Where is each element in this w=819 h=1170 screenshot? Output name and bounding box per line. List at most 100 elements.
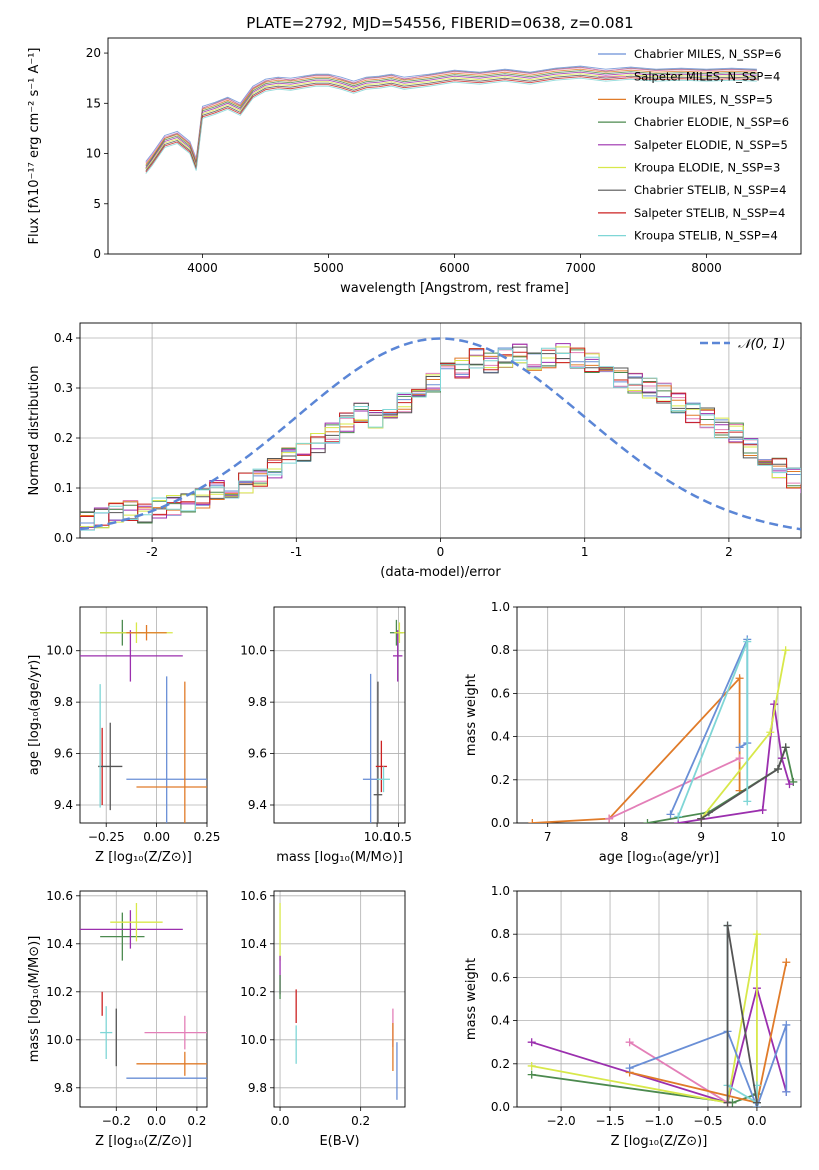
error-cross [80,630,183,682]
weight-point-marker [527,1070,536,1079]
age-vs-Z-axes: −0.25 0.00 0.25 9.4 9.6 9.8 10.0 Z [log₁₀(Z/Z⊙)… [27,606,221,865]
y-tick-label: 9.8 [248,1081,267,1095]
x-axis-label: Z [log₁₀(Z/Z⊙)] [611,1134,708,1149]
histogram-step-line [80,343,801,528]
error-cross [373,681,383,823]
error-cross [80,910,183,949]
weight-point-marker [752,930,761,939]
weight-point-marker [723,921,732,930]
weight-point-marker [781,646,790,655]
y-tick-label: 10.0 [46,644,73,658]
legend-entry: Kroupa STELIB, N_SSP=4 [634,229,778,243]
x-tick-label: −2.0 [546,1114,575,1128]
x-axis-label: (data-model)/error [380,565,501,580]
weight-point-marker [527,1061,536,1070]
weight-point-marker [752,1098,761,1107]
x-tick-label: 4000 [187,261,218,275]
plot-frame [516,606,802,824]
mass-vs-ebv-marks [279,903,398,1100]
weight-point-marker [773,765,782,773]
weight-point-marker [527,1038,536,1047]
y-tick-label: 0.4 [54,331,73,345]
y-tick-label: 0.1 [54,481,73,495]
weight-point-marker [782,1087,791,1096]
y-tick-label: 0.0 [491,1100,510,1114]
plot-frame [107,37,802,255]
weight-point-marker [743,637,752,646]
y-tick-label: 10.2 [240,985,267,999]
x-tick-label: −0.5 [693,1114,722,1128]
weight-point-marker [723,1098,732,1107]
weight-point-marker [785,780,794,789]
mass-vs-Z-axes: −0.2 0.0 0.2 9.8 10.0 10.2 10.4 10.6 Z [log₁₀(Z/… [27,889,208,1149]
y-tick-label: 9.4 [54,798,73,812]
legend-entry: Chabrier ELODIE, N_SSP=6 [634,115,789,129]
legend-entry: Salpeter STELIB, N_SSP=4 [634,206,785,220]
legend-entry: Kroupa ELODIE, N_SSP=3 [634,161,780,175]
y-tick-label: 0.8 [491,927,510,941]
y-tick-label: 0.4 [491,730,510,744]
weight-vs-Z-marks [527,921,791,1107]
normal-curve-line [80,337,801,531]
error-cross [136,681,207,823]
weight-line [647,744,795,823]
x-axis-label: age [log₁₀(age/yr)] [599,850,720,865]
weight-point-marker [735,674,744,683]
error-cross [394,622,405,643]
y-axis-label: Flux [fλ10⁻¹⁷ erg cm⁻² s⁻¹ A⁻¹] [27,48,42,245]
weight-line [700,650,787,820]
y-tick-label: 20 [86,46,101,60]
y-tick-label: 0.0 [491,816,510,830]
y-tick-label: 15 [86,96,101,110]
legend-entry: Kroupa MILES, N_SSP=5 [634,92,773,106]
y-tick-label: 10.0 [46,1033,73,1047]
y-tick-label: 9.4 [248,798,267,812]
y-tick-label: 0.2 [491,773,510,787]
x-axis-label: E(B-V) [319,1134,359,1149]
x-tick-label: 8000 [691,261,722,275]
weight-point-marker [625,1064,634,1073]
weight-line [669,639,749,815]
x-tick-label: −0.25 [88,830,125,844]
y-tick-label: 0.2 [54,431,73,445]
y-tick-label: 0.3 [54,381,73,395]
plot-frame [273,606,406,824]
weight-vs-age-marks [528,635,798,823]
legend-entry: Salpeter MILES, N_SSP=4 [634,70,780,84]
x-tick-label: 0.0 [747,1114,766,1128]
x-tick-label: 0.25 [194,830,221,844]
x-tick-label: 2 [725,545,733,559]
weight-line [629,1024,788,1107]
y-tick-label: 9.8 [248,695,267,709]
x-tick-label: 0 [437,545,445,559]
y-tick-label: 0 [93,247,101,261]
y-tick-label: 0.4 [491,1014,510,1028]
weight-point-marker [666,810,675,819]
y-tick-label: 9.8 [54,695,73,709]
y-axis-label: mass weight [464,958,479,1040]
age-vs-mass-marks [362,619,405,823]
spectrum-model-line [145,71,757,168]
spectrum-model-line [145,76,757,173]
histogram-step-line [80,349,801,529]
residuals-axes: -2 -1 0 1 2 0.0 0.1 0.2 0.3 0.4 (data-model)/error… [27,322,802,580]
x-tick-label: -2 [146,545,158,559]
x-tick-label: 0.2 [351,1114,370,1128]
x-tick-label: 0.2 [187,1114,206,1128]
weight-point-marker [643,819,652,823]
mass-vs-ebv-axes: 0.0 0.2 9.8 10.0 10.2 10.4 10.6 E(B-V) [240,889,406,1149]
weight-point-marker [782,1020,791,1029]
x-tick-label: -1 [290,545,302,559]
histogram-step-line [80,346,801,524]
histogram-step-line [80,346,801,529]
weight-line [532,675,741,823]
x-tick-label: −1.5 [595,1114,624,1128]
spectrum-model-line [145,67,757,164]
weight-vs-Z-axes: −2.0 −1.5 −1.0 −0.5 0.0 0.0 0.2 0.4 0.6 0.8 1.0 Z [… [464,884,802,1149]
x-tick-label: 7000 [565,261,596,275]
weight-point-marker [735,754,744,763]
spectrum-axes: 4000 5000 6000 7000 8000 0 5 10 15 20 wavelength [… [27,37,802,296]
spectrum-model-line [145,70,757,167]
y-tick-label: 1.0 [491,884,510,898]
x-tick-label: 0.0 [147,1114,166,1128]
